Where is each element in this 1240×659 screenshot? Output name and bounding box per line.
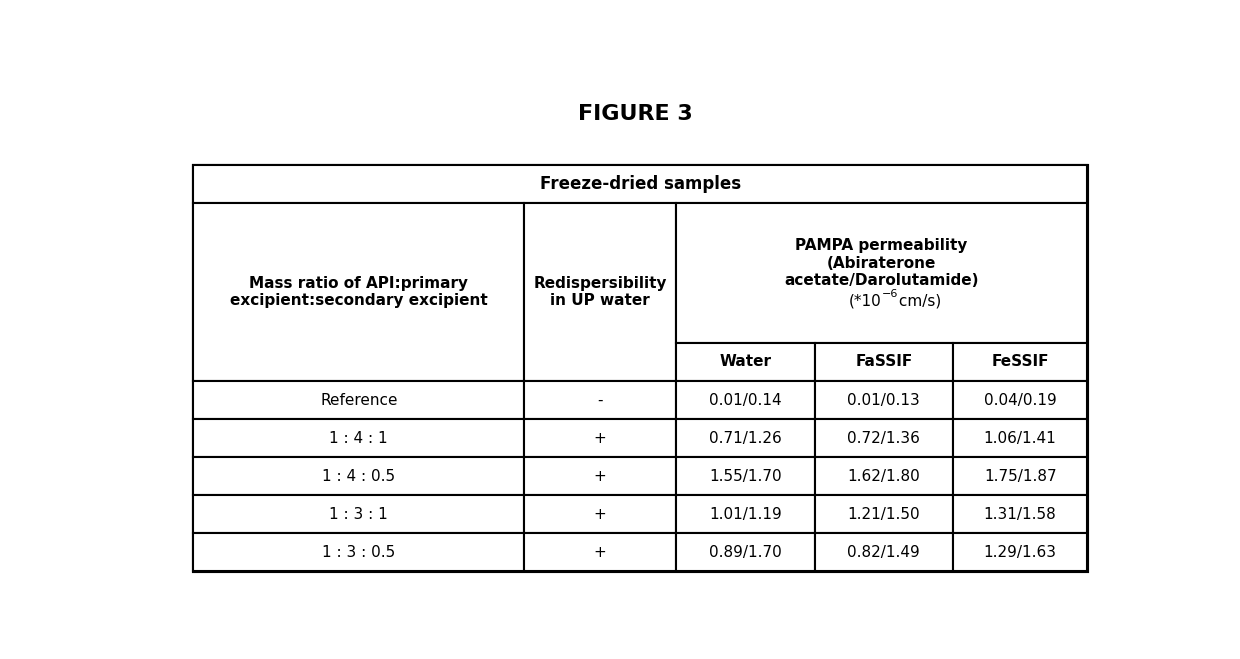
Text: 0.01/0.14: 0.01/0.14 [709, 393, 781, 407]
Text: 0.89/1.70: 0.89/1.70 [709, 545, 781, 559]
Bar [676, 381, 815, 419]
Text: +: + [594, 469, 606, 484]
Text: acetate/Darolutamide): acetate/Darolutamide) [785, 273, 978, 288]
Bar [193, 457, 525, 495]
Text: +: + [594, 430, 606, 445]
Text: +: + [594, 545, 606, 559]
Bar [815, 533, 954, 571]
Bar [193, 419, 525, 457]
Text: 1.01/1.19: 1.01/1.19 [709, 507, 781, 522]
Text: Freeze-dried samples: Freeze-dried samples [539, 175, 740, 193]
Bar [815, 495, 954, 533]
Bar [525, 457, 676, 495]
Text: 1.55/1.70: 1.55/1.70 [709, 469, 781, 484]
Text: 0.72/1.36: 0.72/1.36 [847, 430, 920, 445]
Bar [815, 343, 954, 381]
Text: +: + [594, 507, 606, 522]
Bar [525, 419, 676, 457]
Text: 1 : 3 : 0.5: 1 : 3 : 0.5 [322, 545, 396, 559]
Text: Water: Water [719, 355, 771, 370]
Bar [954, 495, 1087, 533]
Bar [676, 204, 1087, 343]
Text: 0.04/0.19: 0.04/0.19 [983, 393, 1056, 407]
Bar [676, 343, 815, 381]
Bar [193, 165, 1087, 204]
Text: (Abiraterone: (Abiraterone [827, 256, 936, 271]
Text: PAMPA permeability: PAMPA permeability [795, 238, 967, 253]
Text: 0.82/1.49: 0.82/1.49 [847, 545, 920, 559]
Text: FaSSIF: FaSSIF [856, 355, 913, 370]
Bar [676, 495, 815, 533]
Text: 0.71/1.26: 0.71/1.26 [709, 430, 781, 445]
Text: 1.75/1.87: 1.75/1.87 [983, 469, 1056, 484]
Bar [954, 457, 1087, 495]
Text: −6: −6 [882, 289, 898, 299]
Text: 1.21/1.50: 1.21/1.50 [847, 507, 920, 522]
Bar [525, 533, 676, 571]
Text: 1 : 4 : 1: 1 : 4 : 1 [330, 430, 388, 445]
Bar [954, 381, 1087, 419]
Text: Reference: Reference [320, 393, 398, 407]
Bar [954, 419, 1087, 457]
Text: -: - [598, 393, 603, 407]
Bar [193, 381, 525, 419]
Bar [193, 533, 525, 571]
Bar [525, 381, 676, 419]
Text: 1.31/1.58: 1.31/1.58 [983, 507, 1056, 522]
Text: FIGURE 3: FIGURE 3 [578, 105, 693, 125]
Text: 1.62/1.80: 1.62/1.80 [847, 469, 920, 484]
Bar [193, 165, 1087, 571]
Text: 1.29/1.63: 1.29/1.63 [983, 545, 1056, 559]
Bar [525, 204, 676, 381]
Bar [954, 533, 1087, 571]
Bar [815, 457, 954, 495]
Bar [676, 419, 815, 457]
Bar [676, 533, 815, 571]
Bar [193, 204, 525, 381]
Text: cm/s): cm/s) [894, 293, 941, 308]
Text: FeSSIF: FeSSIF [992, 355, 1049, 370]
Bar [815, 419, 954, 457]
Bar [954, 343, 1087, 381]
Bar [525, 495, 676, 533]
Text: 1.06/1.41: 1.06/1.41 [983, 430, 1056, 445]
Text: 1 : 3 : 1: 1 : 3 : 1 [330, 507, 388, 522]
Bar [193, 495, 525, 533]
Text: 0.01/0.13: 0.01/0.13 [847, 393, 920, 407]
Text: Mass ratio of API:primary
excipient:secondary excipient: Mass ratio of API:primary excipient:seco… [229, 276, 487, 308]
Text: (*10: (*10 [849, 293, 882, 308]
Bar [676, 457, 815, 495]
Text: Redispersibility
in UP water: Redispersibility in UP water [533, 276, 667, 308]
Bar [815, 381, 954, 419]
Text: 1 : 4 : 0.5: 1 : 4 : 0.5 [322, 469, 396, 484]
